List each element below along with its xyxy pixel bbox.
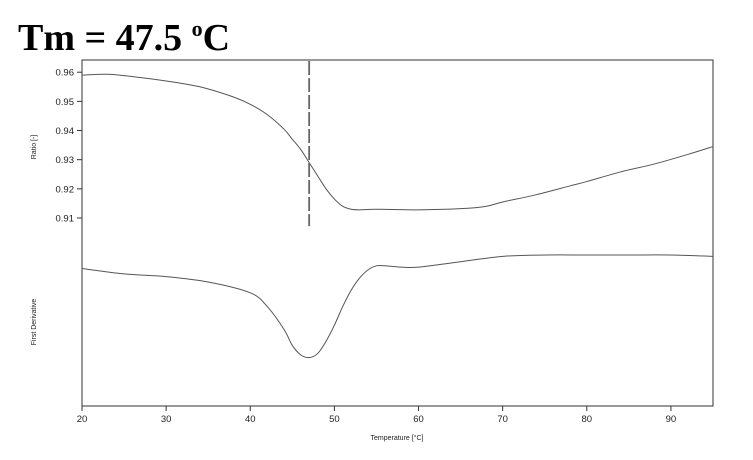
- x-tick-label: 30: [161, 414, 172, 425]
- x-tick-label: 60: [413, 414, 424, 425]
- x-tick-label: 20: [77, 414, 88, 425]
- x-axis: 20 30 40 50 60 70 80 90: [77, 406, 677, 425]
- x-axis-label: Temperature [°C]: [371, 434, 424, 442]
- chart-title: Tm = 47.5 oC: [18, 6, 230, 61]
- ratio-y-axis: 0.96 0.95 0.94 0.93 0.92 0.91: [56, 68, 82, 225]
- x-tick-label: 40: [245, 414, 256, 425]
- ratio-series-line: [81, 73, 714, 211]
- plot-frame: [81, 59, 714, 407]
- ratio-y-tick-label: 0.93: [56, 155, 75, 166]
- derivative-series-line: [81, 254, 714, 359]
- title-main: Tm = 47.5: [18, 17, 192, 59]
- ratio-y-axis-label: Ratio [-]: [31, 135, 38, 160]
- derivative-y-axis-label: First Derivative: [31, 299, 38, 346]
- ratio-y-tick-label: 0.92: [56, 184, 75, 195]
- ratio-y-tick-label: 0.91: [56, 214, 75, 225]
- ratio-y-tick-label: 0.94: [56, 126, 75, 137]
- x-tick-label: 50: [329, 414, 340, 425]
- ratio-y-tick-label: 0.95: [56, 97, 75, 108]
- title-degree-sup: o: [191, 16, 203, 41]
- title-unit: C: [202, 17, 231, 59]
- x-tick-label: 70: [497, 414, 508, 425]
- x-tick-label: 80: [582, 414, 593, 425]
- x-tick-label: 90: [666, 414, 677, 425]
- ratio-y-tick-label: 0.96: [56, 68, 75, 79]
